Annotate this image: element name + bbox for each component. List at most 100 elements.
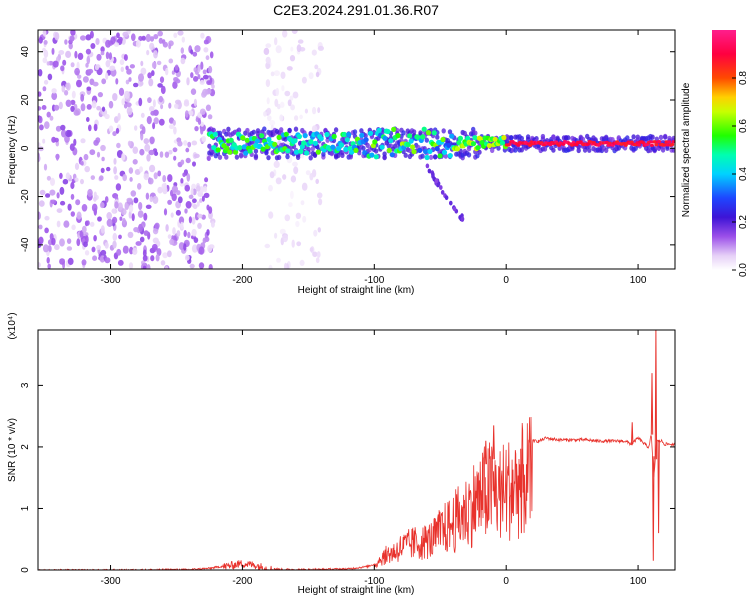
spectrogram-noise-cell: [65, 50, 72, 59]
spectrogram-noise-cell: [126, 102, 132, 108]
spectrogram-noise-cell: [111, 208, 116, 214]
spectrogram-noise-cell: [282, 174, 287, 180]
spectrogram-noise-cell: [61, 85, 66, 93]
spectrogram-noise-cell: [61, 129, 67, 138]
spectrogram-carrier-cell: [649, 143, 654, 147]
spectrogram-noise-cell: [65, 99, 72, 108]
spectrogram-noise-cell: [60, 124, 66, 131]
spectrogram-noise-cell: [116, 32, 120, 39]
spectrogram-noise-cell: [164, 265, 169, 269]
spectrogram-noise-cell: [168, 102, 172, 109]
spectrogram-noise-cell: [60, 65, 65, 72]
spectrogram-carrier-halo: [340, 152, 345, 158]
spectrogram-noise-cell: [148, 78, 154, 87]
spectrogram-noise-cell: [168, 43, 172, 50]
spectrogram-noise-cell: [86, 86, 92, 91]
spectrogram-carrier-cell: [363, 137, 369, 143]
spectrogram-noise-cell: [55, 154, 59, 161]
spectrogram-noise-cell: [315, 71, 320, 78]
spectrogram-noise-cell: [76, 211, 82, 220]
spectrogram-carrier-cell: [346, 132, 352, 138]
spectrogram-carrier-halo: [593, 137, 598, 143]
spectrogram-noise-cell: [203, 185, 207, 193]
spectrogram-carrier-halo: [287, 128, 292, 134]
spectrogram-noise-cell: [80, 35, 86, 41]
x-tick-label: -300: [101, 275, 121, 286]
spectrogram-noise-cell: [121, 153, 126, 161]
spectrogram-carrier-halo: [352, 129, 358, 135]
spectrogram-noise-cell: [165, 224, 169, 232]
spectrogram-noise-cell: [42, 47, 46, 53]
spectrogram-carrier-halo: [435, 134, 440, 140]
spectrogram-noise-cell: [122, 174, 127, 182]
spectrogram-noise-cell: [197, 213, 203, 219]
spectrogram-noise-cell: [118, 234, 122, 240]
spectrogram-noise-cell: [132, 247, 138, 255]
spectrogram-noise-cell: [190, 49, 194, 55]
spectrogram-carrier-cell: [423, 148, 429, 155]
spectrogram-noise-cell: [193, 237, 199, 244]
spectrogram-noise-cell: [158, 118, 165, 126]
spectrogram-noise-cell: [97, 92, 103, 98]
spectrogram-noise-cell: [267, 115, 272, 121]
spectrogram-noise-cell: [86, 220, 90, 226]
spectrogram-noise-cell: [93, 123, 98, 132]
spectrogram-noise-cell: [91, 100, 97, 109]
spectrogram-noise-cell: [185, 201, 192, 209]
spectrogram-noise-cell: [196, 201, 200, 207]
spectrogram-noise-cell: [288, 202, 293, 208]
spectrogram-carrier-halo: [333, 127, 339, 133]
spectrogram-noise-cell: [180, 221, 184, 230]
spectrogram-noise-cell: [279, 228, 286, 235]
spectrogram-carrier-halo: [308, 155, 313, 161]
spectrogram-noise-cell: [279, 114, 284, 122]
spectrogram-noise-cell: [114, 175, 119, 180]
spectrogram-carrier-cell: [431, 130, 437, 136]
spectrogram-noise-cell: [74, 67, 80, 76]
spectrogram-noise-cell: [76, 79, 82, 88]
spectrogram-noise-cell: [273, 160, 280, 168]
y-multiplier-label: (x10⁴): [7, 312, 18, 339]
spectrogram-noise-cell: [190, 88, 197, 95]
spectrogram-noise-cell: [89, 221, 95, 227]
spectrogram-noise-cell: [63, 220, 70, 228]
spectrogram-noise-cell: [160, 85, 166, 95]
spectrogram-noise-cell: [38, 224, 43, 230]
spectrogram-carrier-halo: [238, 152, 244, 158]
spectrogram-noise-cell: [47, 73, 53, 81]
spectrogram-noise-cell: [203, 192, 210, 199]
spectrogram-noise-cell: [56, 192, 60, 199]
y-tick-label: 40: [20, 46, 31, 58]
spectrogram-carrier-cell: [341, 131, 347, 138]
spectrogram-carrier-cell: [670, 142, 675, 147]
spectrogram-carrier-halo: [382, 151, 387, 157]
spectrogram-carrier-cell: [449, 133, 455, 139]
spectrogram-noise-cell: [91, 246, 96, 253]
spectrogram-noise-cell: [157, 170, 162, 177]
spectrogram-noise-cell: [99, 175, 104, 181]
spectrogram-carrier-halo: [671, 147, 675, 153]
spectrogram-noise-cell: [65, 82, 70, 90]
spectrogram-carrier-halo: [321, 151, 326, 157]
spectrogram-noise-cell: [138, 73, 144, 82]
spectrogram-noise-cell: [74, 177, 79, 183]
spectrogram-noise-cell: [140, 60, 144, 67]
spectrogram-carrier-halo: [411, 129, 417, 135]
spectrogram-noise-cell: [100, 225, 105, 234]
spectrogram-noise-cell: [180, 159, 185, 165]
spectrogram-carrier-halo: [361, 145, 366, 151]
spectrogram-noise-cell: [163, 208, 168, 216]
spectrogram-noise-cell: [110, 36, 116, 45]
spectrogram-noise-cell: [42, 30, 47, 37]
spectrogram-noise-cell: [123, 54, 128, 61]
spectrogram-noise-cell: [287, 99, 292, 107]
spectrogram-noise-cell: [282, 30, 288, 38]
spectrogram-noise-cell: [42, 244, 49, 253]
spectrogram-noise-cell: [175, 79, 181, 84]
spectrogram-noise-cell: [81, 259, 87, 266]
spectrogram-noise-cell: [134, 169, 141, 175]
spectrogram-carrier-cell: [388, 138, 394, 144]
spectrogram-noise-cell: [144, 143, 151, 152]
spectrogram-carrier-cell: [254, 138, 260, 144]
spectrogram-noise-cell: [128, 77, 132, 82]
